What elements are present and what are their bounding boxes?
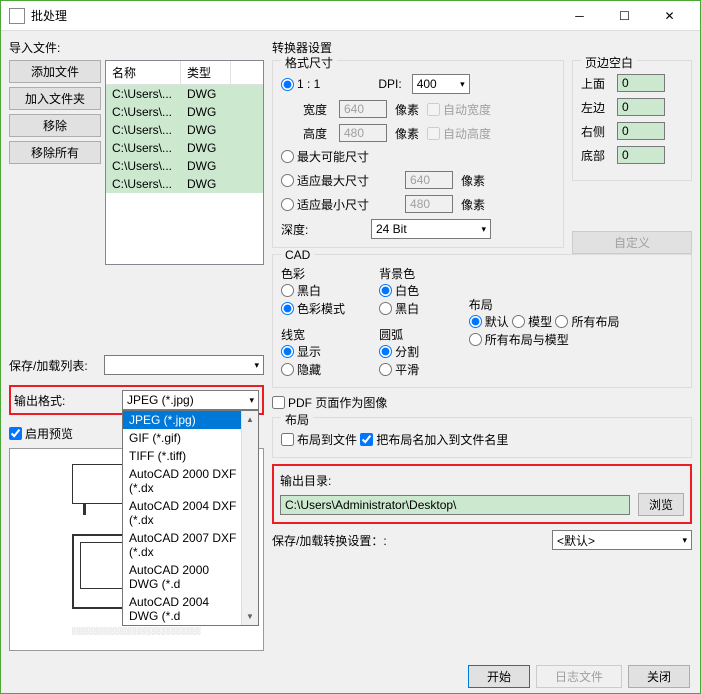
- col-type-header[interactable]: 类型: [181, 61, 231, 84]
- import-label: 导入文件:: [9, 39, 264, 56]
- save-list-label: 保存/加载列表:: [9, 357, 104, 374]
- minimize-button[interactable]: ─: [557, 1, 602, 30]
- close-button[interactable]: ✕: [647, 1, 692, 30]
- file-list[interactable]: 名称 类型 C:\Users\...DWGC:\Users\...DWGC:\U…: [105, 60, 264, 265]
- default-radio[interactable]: 默认: [469, 313, 509, 330]
- table-row[interactable]: C:\Users\...DWG: [106, 103, 263, 121]
- colormode-radio[interactable]: 色彩模式: [281, 300, 345, 317]
- browse-button[interactable]: 浏览: [638, 493, 684, 516]
- add-file-button[interactable]: 添加文件: [9, 60, 101, 83]
- width-input[interactable]: [339, 100, 387, 118]
- table-row[interactable]: C:\Users\...DWG: [106, 121, 263, 139]
- margin-bottom-input[interactable]: [617, 146, 665, 164]
- model-radio[interactable]: 模型: [512, 313, 552, 330]
- save-list-select[interactable]: ▾: [104, 355, 264, 375]
- auto-width-check[interactable]: 自动宽度: [427, 101, 491, 118]
- fit-max-radio[interactable]: 适应最大尺寸: [281, 172, 369, 189]
- margin-top-input[interactable]: [617, 74, 665, 92]
- output-format-select[interactable]: JPEG (*.jpg)▾: [122, 390, 259, 410]
- split-radio[interactable]: 分割: [379, 343, 419, 360]
- fit-min-input[interactable]: [405, 195, 453, 213]
- scroll-down-icon[interactable]: ▼: [242, 608, 258, 625]
- depth-select[interactable]: 24 Bit▾: [371, 219, 491, 239]
- table-row[interactable]: C:\Users\...DWG: [106, 175, 263, 193]
- remove-all-button[interactable]: 移除所有: [9, 141, 101, 164]
- ratio-11-radio[interactable]: 1 : 1: [281, 77, 320, 91]
- layout-to-file-check[interactable]: 布局到文件: [281, 431, 357, 448]
- dropdown-item[interactable]: AutoCAD 2004 DXF (*.dx: [123, 497, 258, 529]
- output-format-dropdown[interactable]: JPEG (*.jpg)GIF (*.gif)TIFF (*.tiff)Auto…: [122, 410, 259, 626]
- format-size-title: 格式尺寸: [281, 54, 337, 71]
- close-button-footer[interactable]: 关闭: [628, 665, 690, 688]
- dropdown-item[interactable]: JPEG (*.jpg): [123, 411, 258, 429]
- show-radio[interactable]: 显示: [281, 343, 321, 360]
- white-radio[interactable]: 白色: [379, 282, 419, 299]
- remove-button[interactable]: 移除: [9, 114, 101, 137]
- dropdown-item[interactable]: AutoCAD 2000 DWG (*.d: [123, 561, 258, 593]
- chevron-down-icon: ▾: [254, 360, 259, 371]
- all-layouts-radio[interactable]: 所有布局: [555, 313, 619, 330]
- chevron-down-icon: ▾: [249, 395, 254, 406]
- dpi-select[interactable]: 400▾: [412, 74, 470, 94]
- app-icon: [9, 8, 25, 24]
- margin-right-input[interactable]: [617, 122, 665, 140]
- dropdown-item[interactable]: AutoCAD 2004 DWG (*.d: [123, 593, 258, 625]
- all-layouts-model-radio[interactable]: 所有布局与模型: [469, 331, 569, 348]
- scroll-up-icon[interactable]: ▲: [242, 411, 258, 428]
- custom-button[interactable]: 自定义: [572, 231, 692, 254]
- save-settings-select[interactable]: <默认>▾: [552, 530, 692, 550]
- layout-add-name-check[interactable]: 把布局名加入到文件名里: [360, 431, 508, 448]
- auto-height-check[interactable]: 自动高度: [427, 125, 491, 142]
- cad-title: CAD: [281, 248, 314, 262]
- col-name-header[interactable]: 名称: [106, 61, 181, 84]
- bw-radio[interactable]: 黑白: [281, 282, 321, 299]
- output-dir-input[interactable]: C:\Users\Administrator\Desktop\: [280, 495, 630, 515]
- add-folder-button[interactable]: 加入文件夹: [9, 87, 101, 110]
- window-title: 批处理: [31, 7, 557, 24]
- hide-radio[interactable]: 隐藏: [281, 361, 321, 378]
- dropdown-item[interactable]: TIFF (*.tiff): [123, 447, 258, 465]
- table-row[interactable]: C:\Users\...DWG: [106, 85, 263, 103]
- margins-title: 页边空白: [581, 54, 637, 71]
- layout-title: 布局: [281, 411, 313, 428]
- output-format-label: 输出格式:: [14, 392, 122, 409]
- titlebar: 批处理 ─ ☐ ✕: [1, 1, 700, 31]
- table-row[interactable]: C:\Users\...DWG: [106, 139, 263, 157]
- smooth-radio[interactable]: 平滑: [379, 361, 419, 378]
- max-possible-radio[interactable]: 最大可能尺寸: [281, 148, 369, 165]
- dropdown-item[interactable]: GIF (*.gif): [123, 429, 258, 447]
- output-dir-label: 输出目录:: [280, 472, 684, 489]
- dropdown-item[interactable]: AutoCAD 2000 DXF (*.dx: [123, 465, 258, 497]
- fit-min-radio[interactable]: 适应最小尺寸: [281, 196, 369, 213]
- dropdown-item[interactable]: AutoCAD 2007 DXF (*.dx: [123, 529, 258, 561]
- black-radio[interactable]: 黑白: [379, 300, 419, 317]
- table-row[interactable]: C:\Users\...DWG: [106, 157, 263, 175]
- height-input[interactable]: [339, 124, 387, 142]
- margin-left-input[interactable]: [617, 98, 665, 116]
- pdf-as-image-check[interactable]: PDF 页面作为图像: [272, 394, 692, 411]
- start-button[interactable]: 开始: [468, 665, 530, 688]
- log-button[interactable]: 日志文件: [536, 665, 622, 688]
- fit-max-input[interactable]: [405, 171, 453, 189]
- maximize-button[interactable]: ☐: [602, 1, 647, 30]
- scrollbar[interactable]: ▲ ▼: [241, 411, 258, 625]
